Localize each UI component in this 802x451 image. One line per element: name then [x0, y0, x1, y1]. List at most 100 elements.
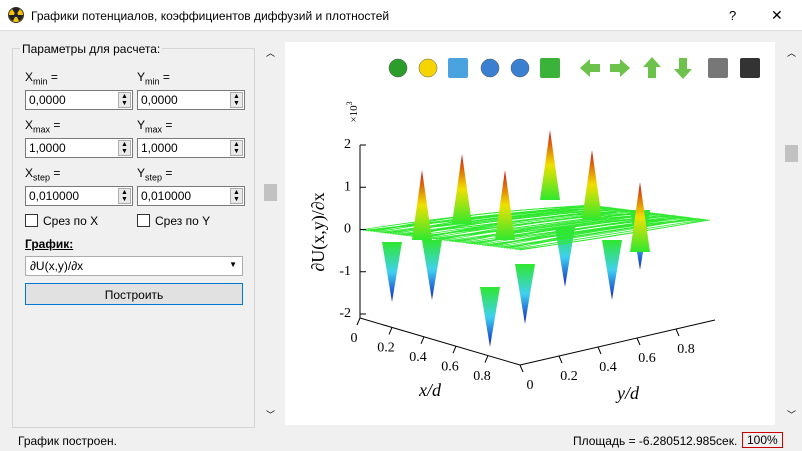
surface-spike: [495, 170, 515, 240]
field-label: Xmax =: [25, 118, 60, 134]
toolbar-button[interactable]: [510, 58, 530, 78]
y-tick-label: 0.6: [638, 351, 656, 366]
x-tick: [420, 336, 425, 344]
label-eq: =: [50, 70, 58, 84]
surface-line: [514, 219, 706, 250]
checkbox-y-label[interactable]: Срез по Y: [155, 214, 211, 228]
z-tick-label: 1: [344, 179, 351, 194]
icon: [480, 58, 500, 78]
toolbar-button[interactable]: [610, 59, 630, 77]
close-button[interactable]: ✕: [771, 7, 783, 23]
spin-box[interactable]: 0,010000 ▲ ▼: [25, 186, 133, 206]
z-scale-base: ×10: [348, 105, 360, 123]
field-label: Ystep =: [137, 166, 172, 182]
z-axis-label: ∂U(x,y)/∂x: [308, 192, 329, 271]
scroll-down[interactable]: ﹀: [787, 410, 797, 420]
label-main: Y: [137, 70, 146, 84]
right-scrollbar[interactable]: ︿ ﹀: [783, 42, 800, 425]
surface-line: [509, 218, 702, 250]
combo-arrow: ▼: [229, 260, 237, 269]
field-label: Xmin =: [25, 70, 58, 86]
x-tick: [356, 317, 361, 326]
spin-buttons[interactable]: ▲ ▼: [118, 140, 131, 156]
graph-label: График:: [25, 237, 74, 251]
z-tick-label: -1: [339, 264, 351, 279]
scroll-up[interactable]: ︿: [787, 48, 797, 58]
toolbar-button[interactable]: [480, 58, 500, 78]
spin-buttons[interactable]: ▲ ▼: [230, 188, 243, 204]
spin-box[interactable]: 0,0000 ▲ ▼: [137, 90, 245, 110]
surface-line: [376, 206, 603, 233]
surface-line: [441, 212, 652, 241]
spin-buttons[interactable]: ▲ ▼: [230, 140, 243, 156]
toolbar: [388, 57, 760, 79]
label-sub: min: [33, 76, 48, 87]
spin-value: 0,010000: [141, 189, 192, 203]
surface-line: [373, 205, 601, 233]
toolbar-button[interactable]: [418, 58, 438, 78]
y-tick-label: 0.2: [560, 369, 578, 384]
surface-spike: [412, 170, 432, 240]
spin-box[interactable]: 0,010000 ▲ ▼: [137, 186, 245, 206]
spin-buttons[interactable]: ▲ ▼: [230, 92, 243, 108]
app-icon: [8, 7, 24, 23]
surface: [359, 130, 711, 347]
checkbox-y[interactable]: [137, 214, 150, 227]
spin-box[interactable]: 1,0000 ▲ ▼: [25, 138, 133, 158]
status-zoom: 100%: [742, 432, 783, 448]
x-tick: [484, 355, 489, 363]
spin-buttons[interactable]: ▲ ▼: [118, 92, 131, 108]
surface-spike: [582, 150, 602, 220]
build-button-label: Построить: [104, 288, 164, 302]
icon: [740, 58, 760, 78]
label-eq: =: [53, 166, 61, 180]
spin-value: 0,010000: [29, 189, 80, 203]
graph-combo[interactable]: ∂U(x,y)/∂x ▼: [25, 256, 243, 276]
label-main: X: [25, 70, 34, 84]
spin-box[interactable]: 0,0000 ▲ ▼: [25, 90, 133, 110]
toolbar-button[interactable]: [674, 58, 692, 79]
left-scrollbar[interactable]: ︿ ﹀: [262, 42, 279, 425]
surface-spike: [382, 242, 402, 302]
surface-line: [443, 212, 654, 241]
spin-value: 1,0000: [141, 141, 178, 155]
surface-line: [424, 210, 639, 239]
toolbar-button[interactable]: [448, 58, 468, 78]
spin-buttons[interactable]: ▲ ▼: [118, 188, 131, 204]
z-tick-label: 0: [344, 222, 351, 237]
scroll-thumb[interactable]: [264, 184, 277, 201]
x-tick: [452, 346, 457, 354]
combo-value: ∂U(x,y)/∂x: [30, 259, 84, 273]
scroll-thumb[interactable]: [785, 145, 798, 162]
label-sub: max: [33, 124, 51, 135]
icon: [448, 58, 468, 78]
x-axis-label: x/d: [418, 380, 442, 400]
scroll-down[interactable]: ﹀: [266, 410, 276, 420]
toolbar-button[interactable]: [540, 58, 560, 78]
icon: [674, 58, 692, 79]
build-button[interactable]: Построить: [25, 283, 243, 305]
spin-box[interactable]: 1,0000 ▲ ▼: [137, 138, 245, 158]
label-main: X: [25, 118, 34, 132]
y-axis-label: y/d: [615, 383, 640, 403]
icon: [388, 58, 408, 78]
surface-spike: [630, 182, 650, 252]
icon: [418, 58, 438, 78]
scroll-up[interactable]: ︿: [266, 48, 276, 58]
toolbar-button[interactable]: [643, 57, 661, 78]
toolbar-button[interactable]: [580, 59, 600, 77]
icon: [540, 58, 560, 78]
label-sub: step: [145, 172, 163, 183]
help-button[interactable]: ?: [729, 8, 737, 23]
label-sub: max: [145, 124, 163, 135]
toolbar-button[interactable]: [740, 58, 760, 78]
spin-value: 0,0000: [141, 93, 178, 107]
toolbar-button[interactable]: [708, 58, 728, 78]
checkbox-x[interactable]: [25, 214, 38, 227]
x-tick-label: 0.4: [409, 350, 427, 365]
checkbox-x-label[interactable]: Срез по X: [43, 214, 99, 228]
status-time: 2.985сек.: [686, 434, 738, 448]
y-tick: [519, 364, 524, 373]
toolbar-button[interactable]: [388, 58, 408, 78]
